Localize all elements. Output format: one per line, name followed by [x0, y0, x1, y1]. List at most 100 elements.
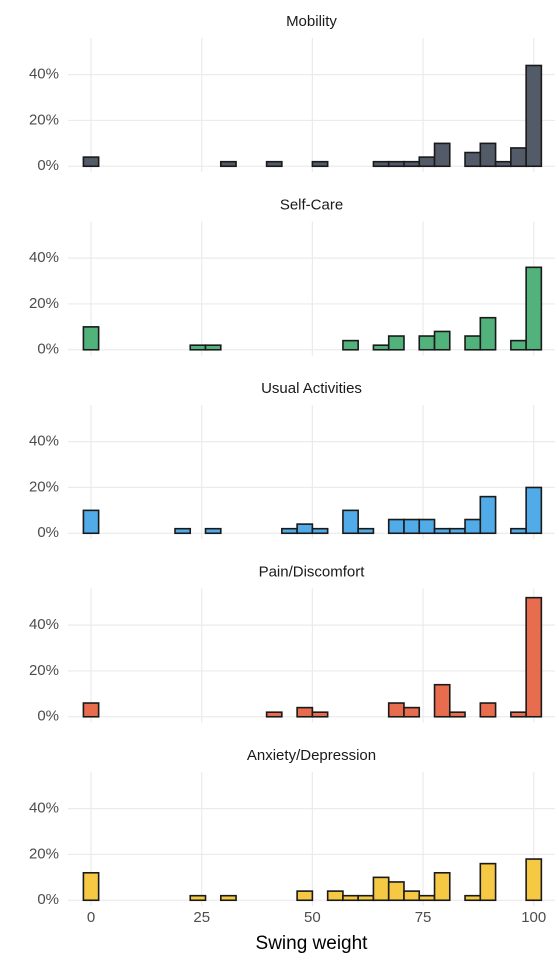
bar [189, 894, 207, 902]
bar [464, 894, 482, 902]
panel: Mobility 0% 20% 40% [29, 13, 555, 174]
bar [82, 156, 100, 168]
x-tick-label: 75 [415, 909, 432, 926]
bar [387, 335, 405, 351]
bar [525, 266, 543, 351]
panel-title: Pain/Discomfort [259, 563, 366, 580]
y-tick-label: 0% [37, 157, 59, 174]
bar [479, 702, 497, 718]
y-tick-label: 0% [37, 708, 59, 725]
bar [219, 894, 237, 902]
bar [219, 160, 237, 168]
bar [403, 890, 421, 902]
bar [510, 339, 527, 351]
bar [265, 711, 283, 718]
bar [479, 862, 497, 902]
bar [387, 160, 405, 168]
bar [525, 486, 543, 535]
bar [189, 344, 207, 351]
bar [433, 527, 451, 535]
y-tick-label: 20% [29, 295, 59, 312]
x-tick-label: 50 [304, 909, 321, 926]
y-tick-label: 40% [29, 800, 59, 817]
x-tick-label: 0 [87, 909, 95, 926]
bar [479, 142, 497, 168]
bar [204, 527, 222, 535]
y-tick-label: 40% [29, 66, 59, 83]
bar [403, 160, 421, 168]
panel: Self-Care 0% 20% 40% [29, 196, 555, 358]
y-tick-label: 20% [29, 845, 59, 862]
bar [403, 706, 421, 718]
y-tick-label: 0% [37, 891, 59, 908]
bar [342, 509, 359, 535]
bar [82, 702, 100, 718]
bar [479, 495, 497, 535]
bar [296, 890, 314, 902]
x-axis-label: Swing weight [256, 933, 369, 954]
y-tick-label: 20% [29, 111, 59, 128]
y-tick-label: 20% [29, 478, 59, 495]
bar [357, 527, 375, 535]
bar [311, 527, 329, 535]
bar [296, 523, 314, 535]
bar [174, 527, 192, 535]
bar [510, 147, 527, 168]
bar [510, 711, 527, 718]
panel-title: Self-Care [280, 196, 343, 213]
bar [326, 890, 344, 902]
bar [418, 894, 436, 902]
bar [281, 527, 298, 535]
bar [387, 702, 405, 718]
bar [433, 330, 451, 351]
bar [494, 160, 512, 168]
bar [418, 518, 436, 535]
y-tick-label: 0% [37, 524, 59, 541]
bar [311, 711, 329, 718]
bar [464, 335, 482, 351]
bar [372, 160, 390, 168]
x-tick-label: 25 [193, 909, 210, 926]
bar [387, 881, 405, 902]
panel-title: Anxiety/Depression [247, 747, 376, 764]
bar [448, 527, 466, 535]
bar [525, 596, 543, 718]
bar [387, 518, 405, 535]
bar [204, 344, 222, 351]
bar [433, 142, 451, 168]
bar [464, 518, 482, 535]
bar [448, 711, 466, 718]
bar [525, 858, 543, 902]
bar [525, 64, 543, 168]
y-tick-label: 40% [29, 249, 59, 266]
bar [510, 527, 527, 535]
bar [357, 894, 375, 902]
bar [265, 160, 283, 168]
panel-title: Usual Activities [261, 380, 362, 397]
bar [342, 339, 359, 351]
bar [418, 156, 436, 168]
bar [418, 335, 436, 351]
panel: Usual Activities 0% 20% 40% [29, 380, 555, 541]
bar [342, 894, 359, 902]
bar [82, 509, 100, 535]
panel: Pain/Discomfort 0% 20% 40% [29, 563, 555, 725]
y-tick-label: 40% [29, 433, 59, 450]
bar [433, 683, 451, 718]
bar [433, 871, 451, 902]
panel: Anxiety/Depression 0% 20% 40% 0 25 50 75 100 Swin… [29, 747, 555, 954]
bar [479, 316, 497, 351]
bar [296, 706, 314, 718]
bar [372, 876, 390, 902]
panel-title: Mobility [286, 13, 337, 30]
y-tick-label: 20% [29, 662, 59, 679]
y-tick-label: 40% [29, 616, 59, 633]
bar [464, 151, 482, 168]
bar [311, 160, 329, 168]
bar [403, 518, 421, 535]
bar [82, 871, 100, 902]
y-tick-label: 0% [37, 341, 59, 358]
bar [372, 344, 390, 351]
x-tick-label: 100 [521, 909, 546, 926]
